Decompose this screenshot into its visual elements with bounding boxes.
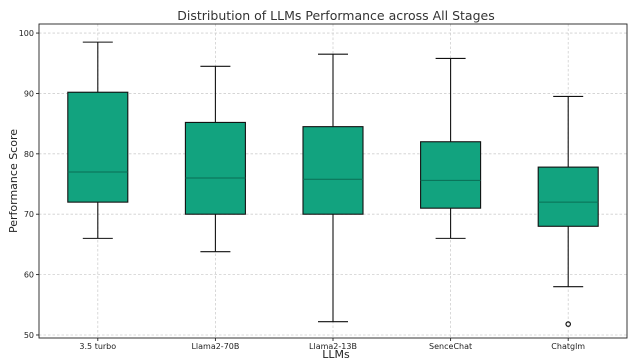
box-group — [420, 57, 482, 239]
x-axis-ticks: 3.5 turbo Llama2-70B Llama2-13B SenceChat Ch… — [79, 338, 585, 351]
y-tick-label: 80 — [24, 150, 34, 159]
iqr-box — [420, 141, 482, 209]
y-axis-ticks: 50 60 70 80 90 100 — [19, 29, 39, 340]
y-tick-label: 70 — [24, 210, 34, 219]
box-group — [537, 95, 599, 327]
chart-title: Distribution of LLMs Performance across … — [177, 8, 494, 23]
x-tick-label: Chatglm — [551, 342, 585, 351]
box-group — [302, 53, 364, 323]
iqr-box — [184, 121, 246, 215]
y-tick-label: 90 — [24, 89, 34, 98]
x-tick-label: SenceChat — [429, 342, 472, 351]
y-tick-label: 50 — [24, 331, 34, 340]
y-tick-label: 100 — [19, 29, 34, 38]
y-tick-label: 60 — [24, 271, 34, 280]
x-axis-label: LLMs — [322, 348, 350, 361]
x-tick-label: 3.5 turbo — [79, 342, 116, 351]
iqr-box — [302, 126, 364, 215]
outlier-point — [565, 321, 572, 327]
boxes — [67, 41, 599, 327]
x-tick-label: Llama2-70B — [191, 342, 239, 351]
box-group — [184, 65, 246, 253]
y-axis-label: Performance Score — [7, 129, 20, 233]
iqr-box — [67, 91, 129, 203]
x-tick-label: Llama2-13B — [309, 342, 357, 351]
box-group — [67, 41, 129, 239]
iqr-box — [537, 166, 599, 227]
